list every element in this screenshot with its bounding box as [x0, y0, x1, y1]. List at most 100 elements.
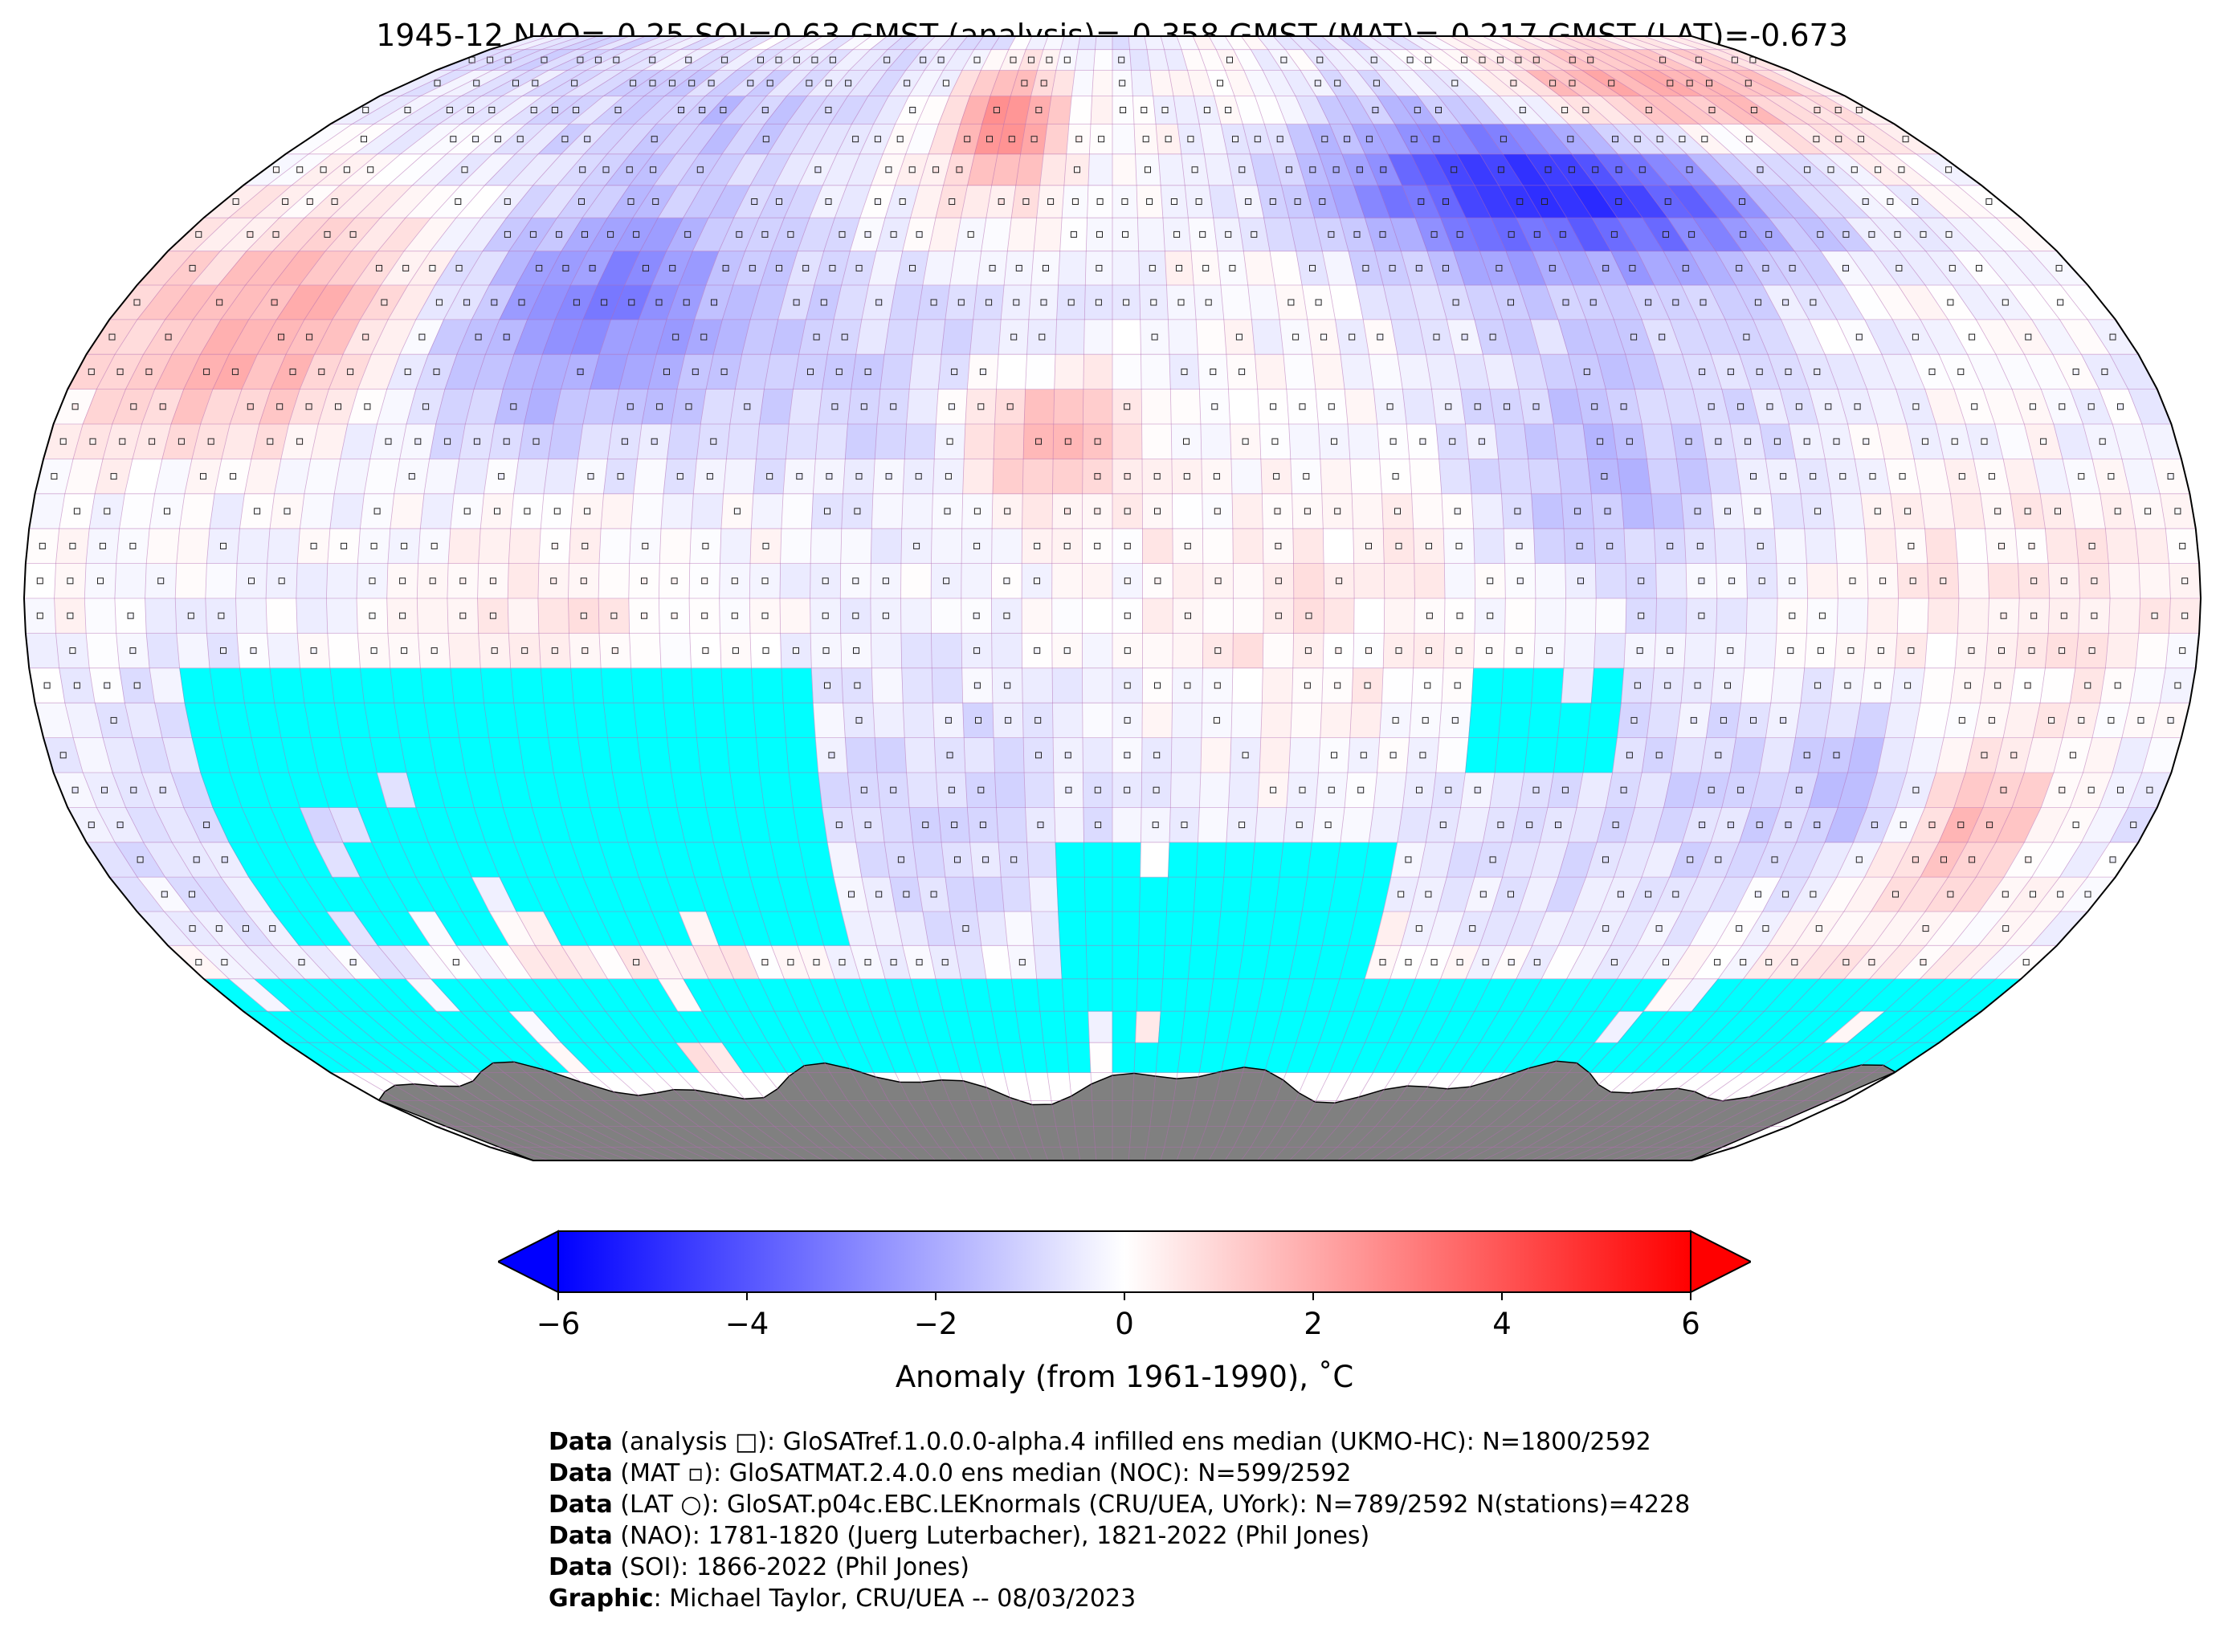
analysis-marker [1419, 752, 1426, 759]
analysis-marker [882, 612, 889, 619]
colorbar-tick-label: 2 [1304, 1307, 1323, 1341]
grid-cell [1088, 153, 1113, 186]
analysis-marker [875, 891, 883, 898]
analysis-marker [962, 925, 969, 932]
analysis-marker [306, 333, 313, 341]
analysis-marker [1010, 856, 1018, 863]
analysis-marker [1010, 56, 1017, 63]
analysis-marker [643, 264, 649, 271]
analysis-marker [610, 612, 618, 619]
analysis-marker [1510, 80, 1517, 87]
grid-cell [1924, 633, 1958, 669]
analysis-marker [1418, 198, 1425, 205]
grid-cell [1353, 598, 1385, 634]
analysis-marker [1405, 856, 1412, 863]
analysis-marker [1356, 166, 1363, 173]
analysis-marker [1847, 647, 1855, 655]
analysis-marker [1433, 136, 1440, 143]
analysis-marker [305, 403, 312, 410]
analysis-marker [1504, 403, 1511, 410]
analysis-marker [825, 198, 832, 205]
grid-cell [1231, 493, 1263, 529]
grid-cell [2135, 633, 2169, 669]
analysis-marker [720, 107, 727, 113]
grid-cell [85, 633, 120, 669]
analysis-marker [503, 333, 510, 341]
analysis-marker [2028, 542, 2035, 549]
analysis-marker [1454, 682, 1461, 689]
analysis-marker [761, 107, 769, 113]
grid-cell [179, 667, 215, 704]
grid-cell [991, 633, 1022, 669]
grid-cell [906, 389, 939, 425]
credit-bold: Data [549, 1491, 613, 1519]
analysis-marker [775, 56, 782, 63]
analysis-marker [349, 230, 357, 238]
grid-cell [1349, 702, 1382, 738]
analysis-marker [1813, 136, 1820, 143]
grid-cell [1563, 633, 1596, 669]
grid-cell [1056, 876, 1086, 912]
grid-cell [1135, 1010, 1161, 1043]
grid-cell [1055, 842, 1085, 878]
analysis-marker [1855, 856, 1863, 863]
analysis-marker [561, 136, 569, 143]
grid-cell [1198, 807, 1229, 843]
grid-cell [1006, 217, 1038, 252]
grid-cell [756, 737, 790, 773]
analysis-marker [1124, 647, 1131, 655]
analysis-marker [373, 508, 381, 515]
analysis-marker [1645, 891, 1652, 898]
analysis-marker [1787, 647, 1794, 655]
analysis-marker [2174, 682, 2181, 689]
analysis-marker [589, 264, 596, 271]
grid-cell [1524, 423, 1558, 459]
analysis-marker [1075, 136, 1083, 143]
analysis-marker [973, 542, 981, 549]
grid-cell [1112, 124, 1136, 155]
analysis-marker [913, 542, 920, 549]
analysis-marker [1433, 333, 1440, 341]
analysis-marker [510, 403, 517, 410]
analysis-marker [944, 508, 951, 515]
analysis-marker [909, 264, 916, 271]
analysis-marker [1663, 959, 1669, 966]
analysis-marker [1405, 959, 1412, 966]
analysis-marker [187, 612, 194, 619]
grid-cell [1623, 528, 1656, 564]
analysis-marker [1945, 230, 1953, 238]
analysis-marker [1334, 508, 1341, 515]
analysis-marker [811, 56, 818, 63]
analysis-marker [1096, 230, 1103, 238]
analysis-marker [306, 198, 313, 205]
analysis-marker [161, 891, 168, 898]
analysis-marker [364, 403, 371, 410]
analysis-marker [1546, 647, 1553, 655]
analysis-marker [2057, 891, 2064, 898]
analysis-marker [2114, 682, 2121, 689]
analysis-marker [896, 136, 904, 143]
grid-cell [1465, 737, 1499, 773]
analysis-marker [1912, 856, 1919, 863]
analysis-marker [922, 822, 929, 829]
analysis-marker [1334, 682, 1341, 689]
analysis-marker [1074, 166, 1080, 173]
grid-cell [1082, 737, 1113, 773]
analysis-marker [835, 368, 843, 375]
credit-line-4: Data (SOI): 1866-2022 (Phil Jones) [549, 1552, 1690, 1583]
grid-cell [296, 563, 328, 599]
analysis-marker [1047, 198, 1055, 205]
analysis-marker [641, 612, 647, 619]
grid-cell [1621, 493, 1655, 529]
grid-cell [25, 633, 60, 669]
analysis-marker [1589, 299, 1597, 306]
analysis-marker [829, 56, 836, 63]
analysis-marker [671, 612, 678, 619]
grid-cell [149, 667, 186, 704]
grid-cell [1030, 911, 1061, 946]
analysis-marker [607, 230, 614, 238]
analysis-marker [2059, 403, 2066, 410]
grid-cell [788, 389, 823, 425]
grid-cell [1232, 598, 1264, 634]
grid-cell [2135, 528, 2169, 564]
